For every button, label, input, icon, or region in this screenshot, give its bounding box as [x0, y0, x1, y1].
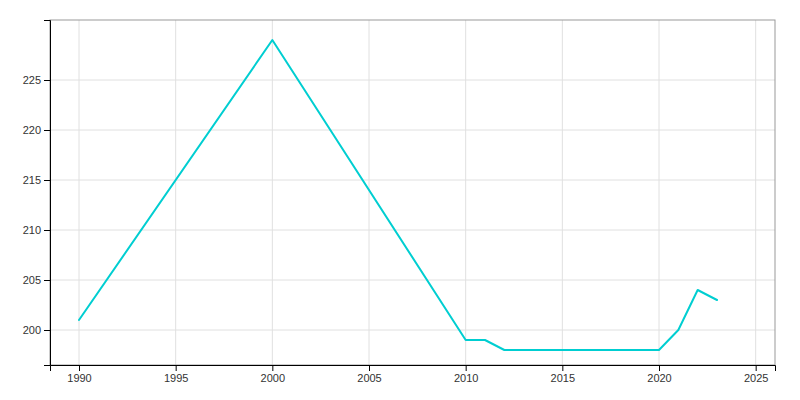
x-axis-tick: 2015	[551, 365, 575, 384]
y-axis-tick-label: 215	[23, 174, 41, 186]
x-axis-tick-label: 2010	[454, 372, 478, 384]
x-axis-tick-mark	[369, 365, 370, 371]
x-axis-tick-label: 2000	[261, 372, 285, 384]
y-axis-tick-label: 220	[23, 124, 41, 136]
grid	[50, 20, 775, 365]
grid-line-y	[50, 130, 775, 131]
grid-line-y	[50, 230, 775, 231]
x-axis-tick-label: 2020	[647, 372, 671, 384]
grid-line-x	[175, 20, 176, 365]
x-axis-tick-mark	[466, 365, 467, 371]
x-axis-tick: 2005	[357, 365, 381, 384]
grid-line-x	[659, 20, 660, 365]
y-axis-tick-mark	[44, 330, 50, 331]
y-axis-tick-mark	[44, 180, 50, 181]
y-axis-tick-label: 210	[23, 224, 41, 236]
y-axis-tick: 225	[23, 74, 50, 86]
grid-line-x	[79, 20, 80, 365]
line	[79, 40, 717, 350]
grid-line-x	[755, 20, 756, 365]
y-axis-tick: 200	[23, 324, 50, 336]
x-axis-tick-mark	[176, 365, 177, 371]
grid-line-x	[562, 20, 563, 365]
x-axis-tick-mark	[756, 365, 757, 371]
x-axis-tick: 2020	[647, 365, 671, 384]
x-axis-tick-label: 1990	[67, 372, 91, 384]
x-axis-tick: 2010	[454, 365, 478, 384]
x-axis-tick: 1990	[67, 365, 91, 384]
grid-line-x	[369, 20, 370, 365]
y-axis-tick-label: 205	[23, 274, 41, 286]
plot: 1990 1995 2000 2005 2010 2015 2020 2025 200 205 21…	[23, 20, 776, 384]
grid-line-y	[50, 180, 775, 181]
y-axis-tick-mark	[44, 80, 50, 81]
y-axis-tick-label: 200	[23, 324, 41, 336]
y-axis-tick: 205	[23, 274, 50, 286]
x-axis-tick-label: 1995	[164, 372, 188, 384]
grid-line-y	[50, 330, 775, 331]
x-axis-tick-mark	[272, 365, 273, 371]
grid-line-y	[50, 280, 775, 281]
x-axis: 1990 1995 2000 2005 2010 2015 2020 2025	[51, 365, 776, 384]
y-axis: 200 205 210 215 220 225	[23, 21, 51, 366]
x-axis-tick-label: 2005	[357, 372, 381, 384]
plot-frame	[50, 20, 775, 365]
y-axis-tick-mark	[44, 230, 50, 231]
x-axis-tick: 2025	[744, 365, 768, 384]
x-axis-tick: 1995	[164, 365, 188, 384]
y-axis-tick: 210	[23, 224, 50, 236]
y-axis-tick-mark	[44, 280, 50, 281]
x-axis-tick-label: 2025	[744, 372, 768, 384]
y-axis-tick-mark	[44, 130, 50, 131]
grid-line-x	[272, 20, 273, 365]
grid-line-x	[465, 20, 466, 365]
y-axis-tick-label: 225	[23, 74, 41, 86]
x-axis-tick-mark	[659, 365, 660, 371]
x-axis-tick-label: 2015	[551, 372, 575, 384]
x-axis-tick-mark	[79, 365, 80, 371]
y-axis-tick: 220	[23, 124, 50, 136]
grid-line-y	[50, 80, 775, 81]
marks	[79, 40, 717, 350]
chart-svg: 1990 1995 2000 2005 2010 2015 2020 2025 200 205 21…	[0, 0, 800, 400]
y-axis-line	[44, 21, 51, 366]
x-axis-tick: 2000	[261, 365, 285, 384]
y-axis-tick: 215	[23, 174, 50, 186]
chart-container: 1990 1995 2000 2005 2010 2015 2020 2025 200 205 21…	[0, 0, 800, 400]
x-axis-line	[51, 366, 776, 372]
x-axis-tick-mark	[562, 365, 563, 371]
